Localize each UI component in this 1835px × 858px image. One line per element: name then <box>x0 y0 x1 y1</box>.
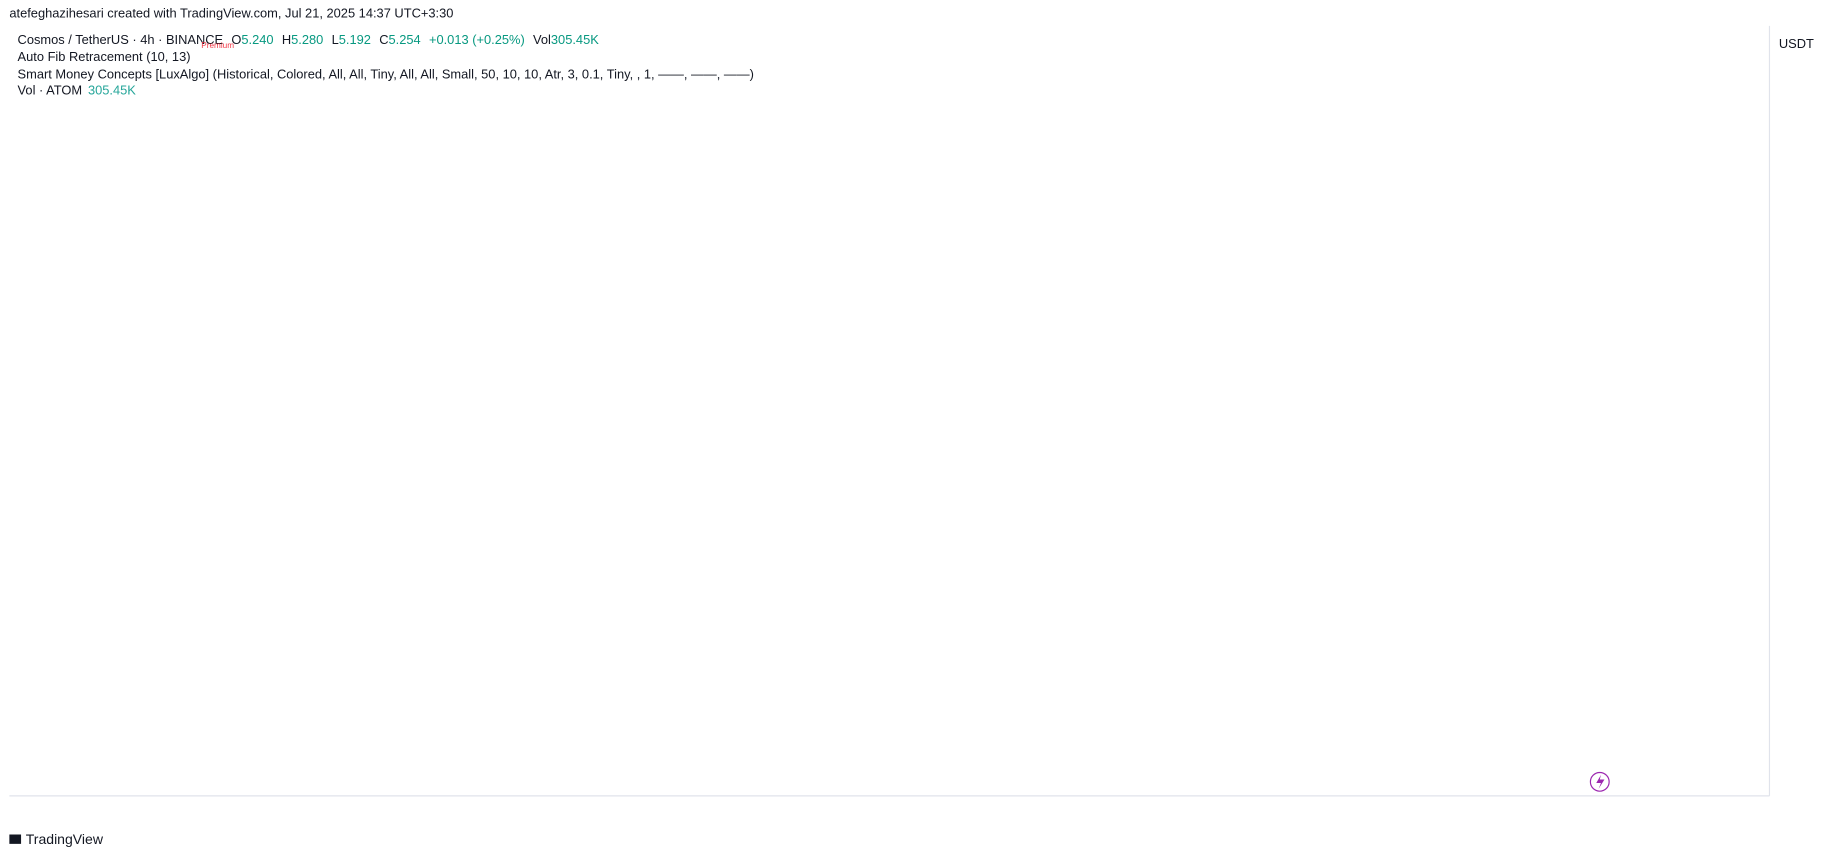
logo-mark <box>9 834 22 844</box>
close-value: 5.254 <box>388 32 420 47</box>
axes <box>9 25 1771 797</box>
indicator: Smart Money Concepts [LuxAlgo] (Historic… <box>18 66 754 81</box>
change: +0.013 (+0.25%) <box>429 32 525 47</box>
replay-icon <box>1589 771 1610 792</box>
low-value: 5.192 <box>339 32 371 47</box>
o-key: O <box>231 32 241 47</box>
logo: TradingView <box>9 831 104 847</box>
h-key: H <box>282 32 291 47</box>
vol-value: 305.45K <box>551 32 599 47</box>
symbol: Cosmos / TetherUS · 4h · BINANCE <box>18 32 224 47</box>
legend-ohlc: Cosmos / TetherUS · 4h · BINANCE O5.240 … <box>18 32 600 47</box>
high-value: 5.280 <box>291 32 323 47</box>
icon-bolt <box>1596 774 1605 789</box>
volume-legend: Vol · ATOM 305.45K <box>18 83 137 98</box>
footer: TradingView <box>26 831 104 847</box>
vol-key: Vol <box>533 32 551 47</box>
currency: USDT <box>1779 36 1814 51</box>
open-value: 5.240 <box>241 32 273 47</box>
author-line: atefeghazihesari created with TradingVie… <box>9 6 453 21</box>
volume-legend-label: Vol · ATOM <box>18 83 83 98</box>
c-key: C <box>379 32 388 47</box>
volume-legend-value: 305.45K <box>88 83 136 98</box>
l-key: L <box>332 32 339 47</box>
indicator: Auto Fib Retracement (10, 13) <box>18 49 191 64</box>
premium-label: Premium <box>201 41 234 50</box>
